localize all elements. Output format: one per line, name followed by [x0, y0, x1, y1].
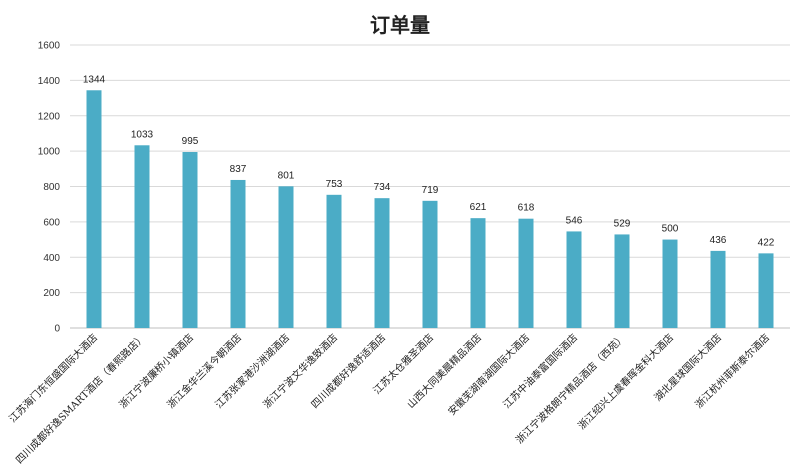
bar	[326, 194, 342, 328]
data-label: 1033	[131, 129, 154, 140]
y-tick-label: 600	[43, 217, 60, 228]
data-label: 546	[566, 215, 583, 226]
data-label: 995	[182, 136, 199, 147]
y-tick-label: 1200	[38, 111, 61, 122]
data-label: 621	[470, 202, 487, 213]
x-tick-label: 浙江杭州菲斯泰尔酒店	[692, 331, 772, 411]
bar	[710, 250, 726, 328]
data-label: 436	[710, 235, 727, 246]
data-label: 500	[662, 224, 679, 235]
data-label: 753	[326, 179, 343, 190]
data-label: 422	[758, 237, 775, 248]
y-tick-label: 1000	[38, 147, 61, 158]
bar	[662, 239, 678, 328]
x-tick-label: 安徽芜湖南湖国际大酒店	[445, 331, 532, 418]
y-tick-label: 0	[54, 324, 60, 335]
data-label: 618	[518, 203, 535, 214]
bar	[470, 218, 486, 328]
y-tick-label: 800	[43, 182, 60, 193]
data-label: 529	[614, 218, 631, 229]
data-label: 734	[374, 182, 391, 193]
x-tick-label: 浙江绍兴上虞春晖金科大酒店	[575, 331, 676, 432]
bar	[422, 200, 438, 328]
data-label: 837	[230, 164, 247, 175]
x-axis: 江苏海门东恒盛国际大酒店四川成都好逸SMART酒店（春熙路店）浙江宁波廉桥小镇酒…	[6, 331, 772, 466]
bar	[614, 234, 630, 328]
data-label: 1344	[83, 74, 106, 85]
x-tick-label: 四川成都好逸舒适酒店	[308, 331, 388, 411]
chart-title: 订单量	[370, 13, 430, 37]
bar	[374, 198, 390, 328]
bar	[758, 253, 774, 328]
bar	[518, 218, 534, 328]
y-tick-label: 200	[43, 288, 60, 299]
bar	[134, 145, 150, 328]
data-labels: 1344 1033 995 837 801 753 734 719 621 618 546 529 50…	[83, 74, 775, 248]
y-tick-label: 1600	[38, 41, 61, 52]
data-label: 801	[278, 170, 295, 181]
x-tick-label: 江苏海门东恒盛国际大酒店	[6, 331, 100, 425]
y-tick-label: 400	[43, 253, 60, 264]
bar	[182, 152, 198, 328]
data-label: 719	[422, 185, 439, 196]
bar	[230, 179, 246, 328]
bar	[86, 90, 102, 328]
bar	[566, 231, 582, 328]
bars	[86, 90, 774, 328]
y-axis: 0 200 400 600 800 1000 1200 1400 1600	[38, 41, 61, 335]
y-tick-label: 1400	[38, 76, 61, 87]
bar	[278, 186, 294, 328]
